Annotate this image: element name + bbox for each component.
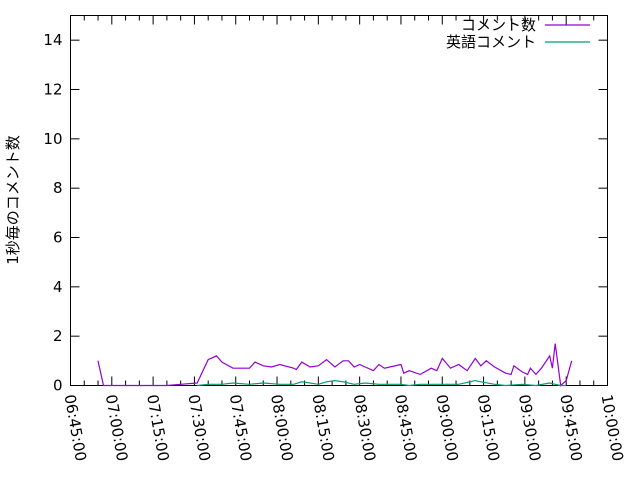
y-tick-label: 12 xyxy=(43,81,62,99)
y-tick-label: 4 xyxy=(53,278,63,296)
x-tick-label: 07:45:00 xyxy=(226,393,255,462)
y-tick-label: 2 xyxy=(53,327,63,345)
y-tick-label: 0 xyxy=(53,377,63,395)
x-tick-label: 08:00:00 xyxy=(267,393,296,462)
legend-label: コメント数 xyxy=(461,16,536,34)
x-tick-label: 06:45:00 xyxy=(61,393,90,462)
y-tick-label: 14 xyxy=(43,31,62,49)
x-tick-label: 07:00:00 xyxy=(102,393,131,462)
x-tick-label: 08:15:00 xyxy=(308,393,337,462)
plot-frame xyxy=(70,15,608,386)
x-tick-label: 08:30:00 xyxy=(350,393,379,462)
x-tick-label: 10:00:00 xyxy=(598,393,627,462)
legend-label: 英語コメント xyxy=(446,33,536,51)
series-line-1 xyxy=(97,343,573,387)
x-tick-label: 09:00:00 xyxy=(432,393,461,462)
series-line-2 xyxy=(197,379,567,387)
x-tick-label: 07:15:00 xyxy=(143,393,172,462)
y-axis-label: 1秒毎のコメント数 xyxy=(4,135,22,265)
y-tick-label: 10 xyxy=(43,130,62,148)
x-tick-label: 09:45:00 xyxy=(556,393,585,462)
y-tick-label: 8 xyxy=(53,179,63,197)
x-tick-label: 07:30:00 xyxy=(184,393,213,462)
x-tick-label: 09:15:00 xyxy=(474,393,503,462)
x-tick-label: 08:45:00 xyxy=(391,393,420,462)
x-tick-label: 09:30:00 xyxy=(515,393,544,462)
y-tick-label: 6 xyxy=(53,229,63,247)
